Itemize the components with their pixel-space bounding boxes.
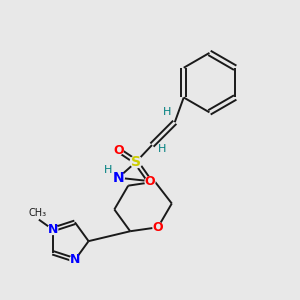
Circle shape	[130, 156, 142, 168]
Text: O: O	[153, 221, 163, 234]
Text: N: N	[112, 171, 124, 185]
Text: O: O	[113, 143, 124, 157]
Circle shape	[112, 172, 124, 184]
Text: N: N	[47, 223, 58, 236]
Circle shape	[113, 145, 123, 155]
Circle shape	[153, 222, 163, 232]
Text: H: H	[163, 107, 171, 117]
Circle shape	[48, 224, 58, 235]
Text: N: N	[70, 254, 80, 266]
Text: H: H	[158, 144, 166, 154]
Circle shape	[70, 255, 80, 265]
Text: H: H	[104, 165, 112, 175]
Text: O: O	[145, 175, 155, 188]
Text: S: S	[131, 155, 141, 169]
Circle shape	[145, 177, 155, 187]
Text: CH₃: CH₃	[29, 208, 47, 218]
